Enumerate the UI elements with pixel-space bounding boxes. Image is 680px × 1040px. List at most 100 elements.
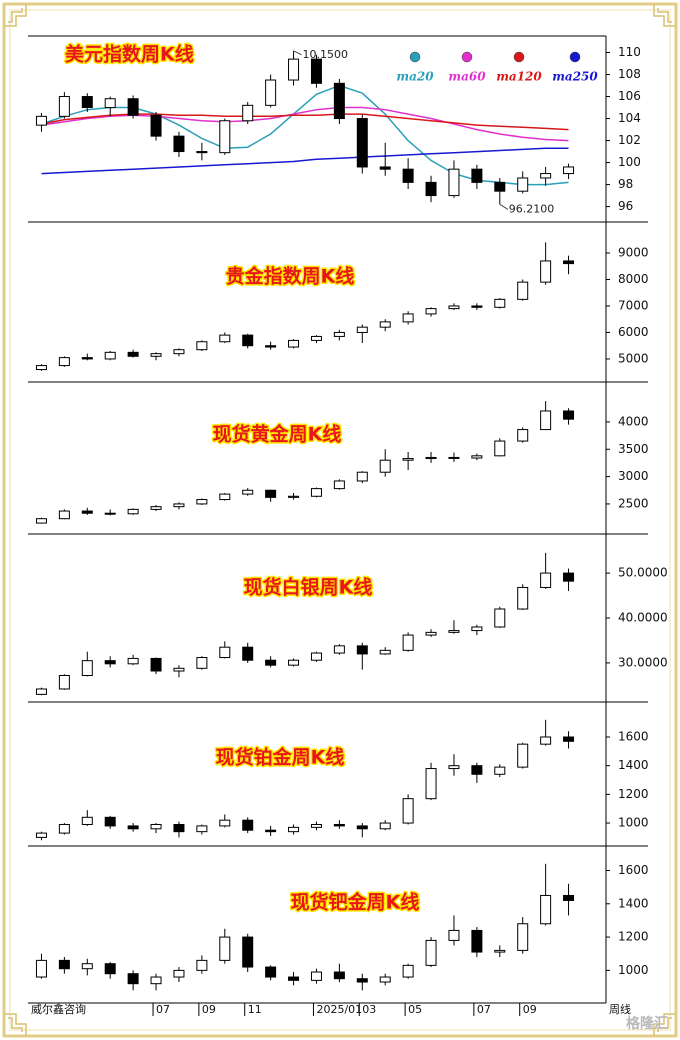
candle-body-down	[379, 166, 391, 170]
candle-body-down	[563, 572, 575, 582]
candle-body-up	[379, 976, 391, 983]
candle-body-down	[471, 929, 483, 953]
candle-body-down	[150, 114, 162, 137]
candle-body-down	[104, 512, 116, 515]
y-tick-label: 3500	[618, 442, 649, 456]
candle-body-up	[425, 631, 437, 636]
y-tick-label: 1000	[618, 816, 649, 830]
candle-body-down	[81, 357, 93, 360]
candle-body-down	[265, 489, 277, 498]
candle-body-up	[494, 766, 506, 775]
candle-body-up	[356, 471, 368, 482]
candle-body-down	[242, 334, 254, 347]
candle-body-down	[104, 816, 116, 827]
candle-body-down	[127, 825, 139, 830]
candle-body-down	[356, 825, 368, 830]
candle-body-up	[219, 120, 231, 154]
watermark: 格隆汇	[626, 1015, 668, 1032]
y-tick-label: 96	[618, 199, 633, 213]
legend-marker	[569, 51, 581, 63]
candle-body-up	[494, 949, 506, 953]
y-tick-label: 2500	[618, 496, 649, 510]
candle-body-up	[219, 493, 231, 501]
candle-body-down	[333, 82, 345, 120]
candle-body-up	[288, 659, 300, 666]
candle-body-up	[333, 331, 345, 337]
ma-line	[41, 147, 569, 175]
candle-body-down	[127, 351, 139, 357]
y-tick-label: 1600	[618, 863, 649, 877]
candle-body-up	[448, 305, 460, 310]
candle-body-up	[196, 341, 208, 351]
candle-body-down	[563, 894, 575, 901]
candle-body-up	[563, 166, 575, 175]
candle-body-up	[517, 923, 529, 951]
candle-body-up	[448, 630, 460, 633]
candle-body-down	[333, 823, 345, 827]
candle-body-down	[242, 819, 254, 831]
candle-body-up	[540, 173, 552, 179]
candle-body-up	[242, 104, 254, 122]
y-tick-label: 8000	[618, 272, 649, 286]
candle-body-down	[563, 736, 575, 742]
candle-body-up	[242, 489, 254, 495]
candle-body-up	[540, 410, 552, 431]
candle-body-up	[517, 281, 529, 300]
candle-body-up	[471, 455, 483, 459]
candle-body-down	[563, 410, 575, 420]
candle-body-up	[310, 823, 322, 828]
legend-marker	[409, 51, 421, 63]
candle-body-up	[35, 688, 47, 695]
candle-body-up	[196, 825, 208, 833]
candle-body-down	[104, 660, 116, 665]
candle-body-up	[494, 608, 506, 628]
y-tick-label: 5000	[618, 351, 649, 365]
candle-body-down	[196, 151, 208, 154]
candle-body-down	[494, 181, 506, 192]
candle-body-up	[58, 96, 70, 117]
candle-body-down	[58, 959, 70, 970]
candle-body-up	[288, 826, 300, 833]
y-tick-label: 106	[618, 89, 641, 103]
candle-body-up	[471, 626, 483, 632]
candle-body-down	[265, 966, 277, 978]
legend-marker	[513, 51, 525, 63]
panel-title: 现货钯金周K线	[291, 891, 420, 914]
candle-body-up	[425, 768, 437, 800]
x-tick-label: 2025/01	[316, 1003, 362, 1016]
candle-body-up	[196, 959, 208, 971]
candle-body-down	[402, 168, 414, 183]
candle-body-up	[333, 480, 345, 490]
y-tick-label: 1000	[618, 963, 649, 977]
candle-body-up	[379, 321, 391, 328]
candle-body-up	[425, 308, 437, 315]
annotation: 96.2100	[509, 202, 554, 215]
candle-body-up	[517, 586, 529, 610]
y-tick-label: 104	[618, 111, 641, 125]
y-tick-label: 1400	[618, 758, 649, 772]
candle-body-up	[219, 936, 231, 961]
candle-body-up	[104, 351, 116, 360]
candle-body-up	[35, 959, 47, 978]
candle-body-down	[288, 976, 300, 981]
candle-body-down	[81, 510, 93, 514]
candle-body-down	[471, 168, 483, 183]
candle-body-up	[173, 667, 185, 672]
corner	[653, 4, 676, 27]
candle-body-down	[265, 659, 277, 666]
candle-body-down	[356, 118, 368, 168]
candle-body-up	[402, 964, 414, 978]
candle-body-down	[471, 765, 483, 775]
candle-body-up	[379, 649, 391, 655]
candle-body-up	[494, 440, 506, 457]
panel-title: 贵金指数周K线	[226, 265, 355, 288]
candle-body-up	[517, 743, 529, 768]
candle-body-up	[288, 495, 300, 498]
y-tick-label: 98	[618, 177, 633, 191]
y-tick-label: 6000	[618, 325, 649, 339]
candle-body-up	[517, 177, 529, 192]
candle-body-down	[333, 971, 345, 980]
candle-body-up	[127, 508, 139, 515]
period-label: 周线	[609, 1002, 631, 1016]
